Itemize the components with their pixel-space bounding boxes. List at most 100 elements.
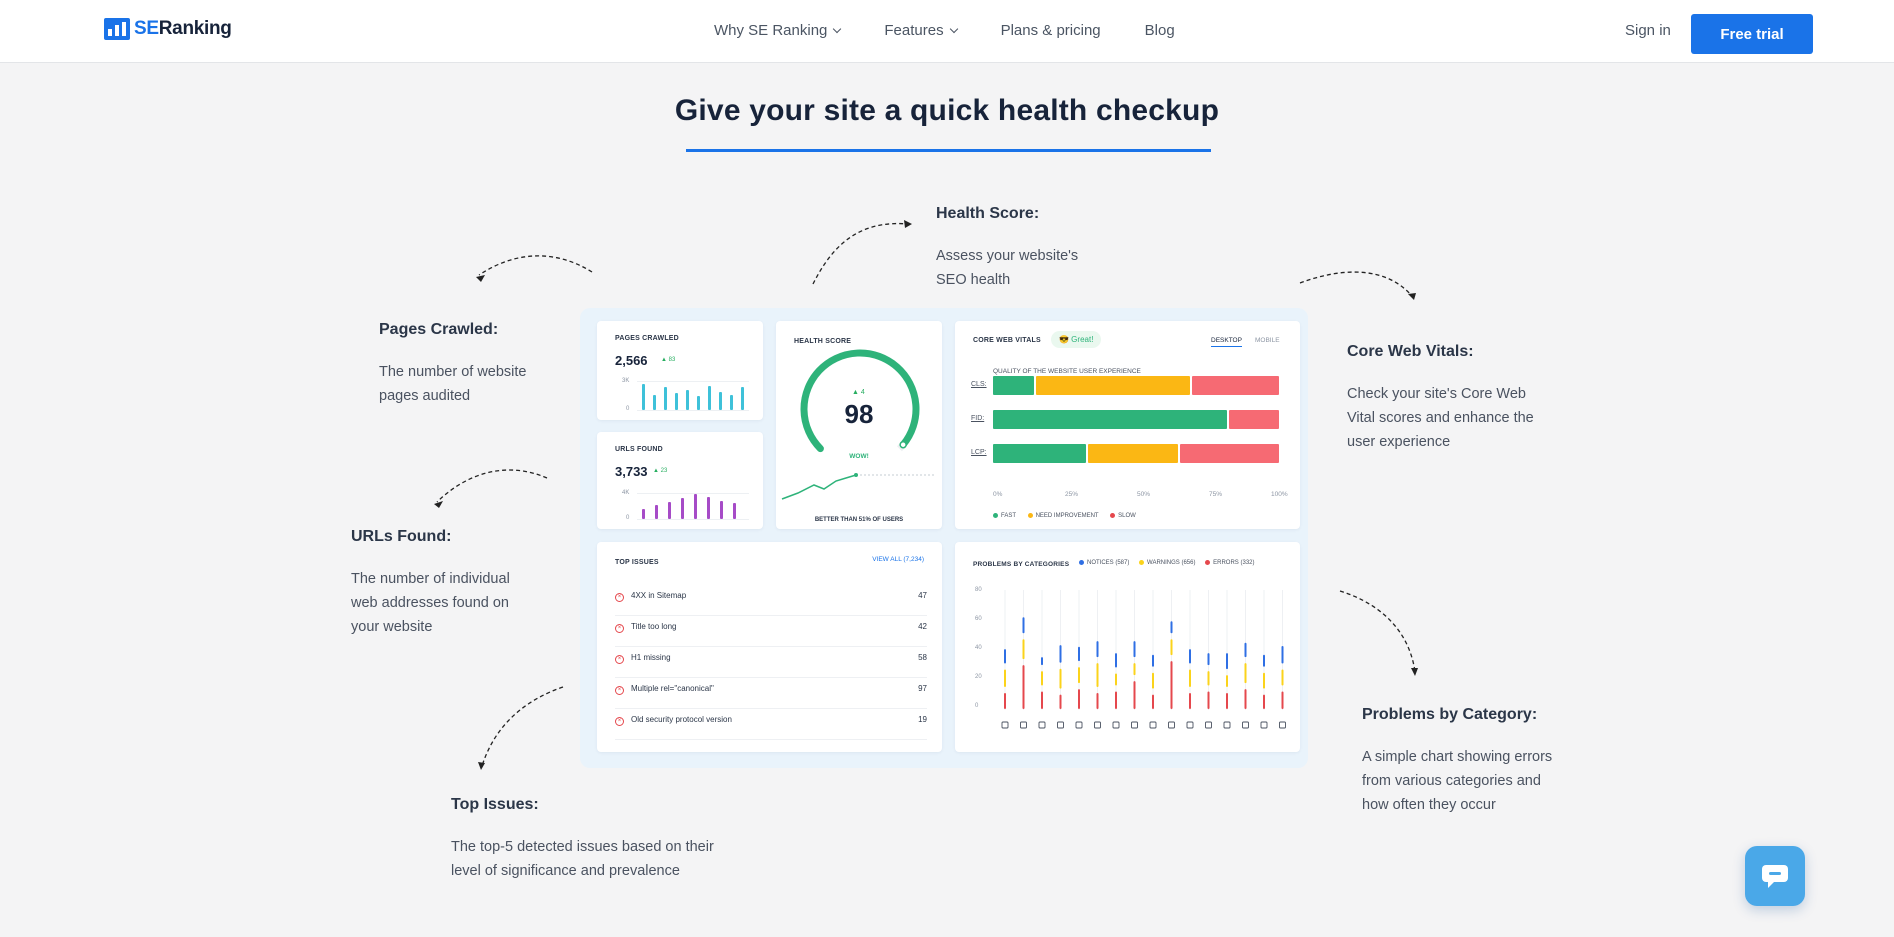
health-score-desc: Assess your website's SEO health [936, 248, 1079, 288]
external-icon [1205, 721, 1212, 729]
cwv-bar-fast [993, 410, 1228, 429]
urls-found-value: 3,733 [615, 464, 648, 479]
tab-mobile[interactable]: MOBILE [1255, 337, 1280, 344]
problems-y-tick: 0 [975, 703, 979, 709]
heading-underline [686, 149, 1211, 152]
copy-icon [1038, 721, 1046, 729]
nav-why-se-ranking[interactable]: Why SE Ranking [714, 22, 842, 39]
issue-row[interactable]: × H1 missing 58 [615, 647, 927, 678]
issue-count: 47 [918, 591, 927, 600]
error-icon: × [615, 686, 624, 695]
mini-bar [681, 498, 684, 519]
mini-bar [668, 502, 671, 519]
issue-name: Title too long [631, 622, 677, 631]
mini-bar [730, 395, 733, 410]
cwv-legend: FAST NEED IMPROVEMENT SLOW [993, 513, 1136, 519]
cwv-axis-tick: 75% [1209, 491, 1223, 498]
urls-found-desc: The number of individual web addresses f… [351, 571, 510, 635]
mini-bar [642, 384, 645, 410]
doc-icon [1020, 721, 1027, 729]
top-issues-card: TOP ISSUES VIEW ALL (7,234) × 4XX in Site… [597, 542, 942, 752]
health-score-value: 98 [844, 399, 874, 429]
issue-count: 42 [918, 622, 927, 631]
underline-icon [1094, 721, 1101, 729]
cwv-axis-tick: 100% [1271, 491, 1288, 498]
cwv-bar-slow [1180, 444, 1279, 463]
issue-row[interactable]: × 4XX in Sitemap 47 [615, 585, 927, 616]
urls-found-delta: ▲ 23 [653, 468, 668, 474]
issue-name: 4XX in Sitemap [631, 591, 687, 600]
cwv-row-label: FID: [971, 415, 985, 422]
health-score-delta: ▲ 4 [852, 389, 865, 396]
cwv-axis-tick: 25% [1065, 491, 1079, 498]
error-icon: × [615, 593, 624, 602]
pages-crawled-title: Pages Crawled: [379, 321, 499, 338]
view-all-link[interactable]: VIEW ALL (7,234) [872, 556, 924, 563]
logo-name: Ranking [158, 18, 232, 39]
repeat-icon [1168, 721, 1175, 729]
pages-crawled-tick-top: 3K [622, 378, 630, 384]
cwv-subtitle: QUALITY OF THE WEBSITE USER EXPERIENCE [993, 368, 1141, 375]
issue-row[interactable]: × Multiple rel="canonical" 97 [615, 678, 927, 709]
globe-icon [1223, 721, 1231, 729]
pages-crawled-delta: ▲ 83 [661, 357, 676, 363]
cwv-bar-need [1088, 444, 1179, 463]
section-heading: Give your site a quick health checkup [674, 94, 1220, 127]
top-issues-label: TOP ISSUES [615, 559, 659, 566]
problems-card: PROBLEMS BY CATEGORIES NOTICES (587) WAR… [955, 542, 1300, 752]
issue-row[interactable]: × Old security protocol version 19 [615, 709, 927, 740]
cwv-axis-tick: 50% [1137, 491, 1151, 498]
error-icon: × [615, 655, 624, 664]
logo-icon [104, 18, 130, 40]
mini-bar [741, 387, 744, 410]
health-score-gauge [781, 349, 936, 500]
urls-found-tick-zero: 0 [626, 515, 630, 521]
health-trend-line [781, 474, 857, 500]
mini-bar [733, 503, 736, 519]
mini-bar [697, 396, 700, 410]
problems-legend: NOTICES (587) WARNINGS (656) ERRORS (332… [1079, 560, 1254, 566]
fast-dot [993, 513, 998, 518]
need-improvement-dot [1027, 513, 1033, 518]
warnings-dot [1139, 560, 1145, 565]
link-icon [1186, 721, 1194, 729]
chat-widget-button[interactable] [1745, 846, 1805, 906]
text-icon [1075, 721, 1083, 729]
mini-bar [675, 393, 678, 410]
problems-label: PROBLEMS BY CATEGORIES [973, 561, 1070, 568]
pages-crawled-label: PAGES CRAWLED [615, 335, 679, 342]
slow-dot [1110, 513, 1116, 518]
urls-found-card: URLS FOUND 3,733 ▲ 23 4K 0 [597, 432, 763, 529]
nav-plans-pricing[interactable]: Plans & pricing [1000, 22, 1101, 39]
issue-row[interactable]: × Title too long 42 [615, 616, 927, 647]
tab-desktop[interactable]: DESKTOP [1211, 337, 1242, 347]
cwv-row-label: CLS: [971, 381, 987, 388]
issue-count: 58 [918, 653, 927, 662]
problems-y-tick: 60 [975, 616, 982, 622]
problems-y-tick: 20 [975, 674, 982, 680]
cwv-bar-slow [1229, 410, 1279, 429]
error-icon: × [615, 717, 624, 726]
problems-chart [1001, 590, 1286, 729]
notices-dot [1079, 560, 1084, 565]
health-score-status: WOW! [849, 453, 869, 460]
nav-links: Why SE Ranking Features Plans & pricing … [714, 22, 1219, 39]
nav-features[interactable]: Features [884, 22, 958, 39]
mini-bar [642, 509, 645, 519]
core-web-vitals-desc: Check your site's Core Web Vital scores … [1347, 386, 1534, 450]
mini-bar [686, 390, 689, 410]
free-trial-button[interactable]: Free trial [1691, 14, 1813, 54]
pages-crawled-tick-zero: 0 [626, 406, 630, 412]
cwv-bar-slow [1191, 376, 1279, 395]
problems-y-tick: 80 [975, 587, 982, 593]
mini-bar [664, 387, 667, 410]
cwv-axis-tick: 0% [993, 491, 1003, 498]
sign-in-link[interactable]: Sign in [1625, 22, 1671, 39]
se-ranking-logo[interactable]: SERanking [104, 18, 232, 40]
mini-bar [719, 392, 722, 410]
cwv-bar-fast [993, 444, 1087, 463]
nav-blog[interactable]: Blog [1144, 22, 1175, 39]
pages-crawled-card: PAGES CRAWLED 2,566 ▲ 83 3K 0 [597, 321, 763, 420]
core-web-vitals-title: Core Web Vitals: [1347, 343, 1474, 360]
